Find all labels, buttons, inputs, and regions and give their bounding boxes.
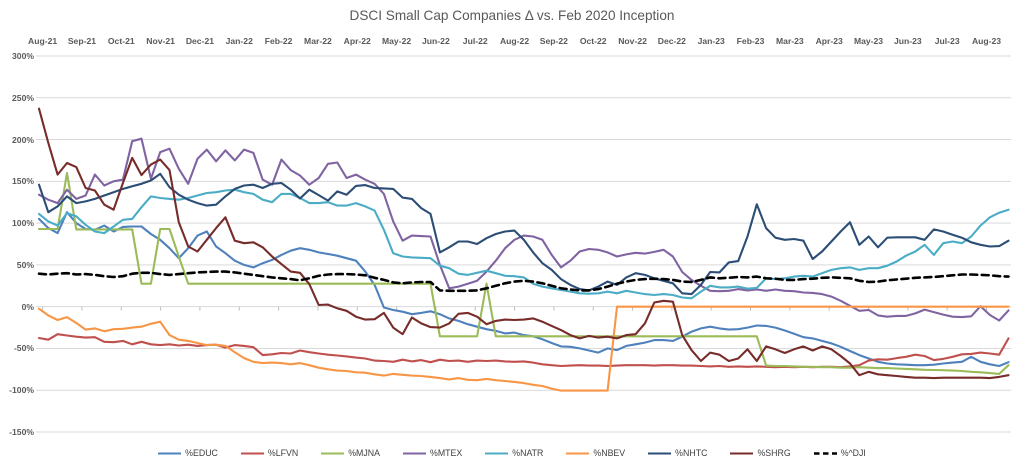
legend-label: %^DJI (840, 448, 866, 458)
x-tick-label-jan-22: Jan-22 (225, 36, 253, 46)
y-tick-label-150: 150% (12, 176, 34, 187)
legend-item-mjna: %MJNA (321, 448, 380, 458)
x-tick-label-sep-21: Sep-21 (67, 36, 97, 46)
x-tick-label-jul-23: Jul-23 (934, 36, 960, 46)
x-tick-label-aug-22: Aug-22 (499, 36, 530, 46)
legend-label: %NHTC (675, 448, 708, 458)
series-line-shrg (37, 107, 1010, 380)
x-tick-label-jul-22: Jul-22 (462, 36, 488, 46)
series-line-nhtc (37, 172, 1010, 296)
legend-marker (813, 451, 837, 455)
legend-item-natr: %NATR (485, 448, 543, 458)
x-tick-label-may-22: May-22 (381, 36, 412, 46)
legend-item-lfvn: %LFVN (240, 448, 299, 458)
x-tick-label-mar-22: Mar-22 (304, 36, 332, 46)
legend-marker (240, 451, 264, 455)
legend-label: %NBEV (593, 448, 626, 458)
y-tick-label-0: 0% (21, 301, 34, 312)
legend-item-nhtc: %NHTC (648, 448, 707, 458)
y-tick-label--150: -150% (9, 427, 34, 437)
x-tick-label-feb-23: Feb-23 (736, 36, 765, 46)
legend-item-educ: %EDUC (158, 448, 218, 458)
legend-marker (403, 451, 426, 455)
legend-label: %EDUC (185, 448, 218, 458)
series-line-mjna (37, 171, 1010, 375)
legend-marker (321, 451, 345, 455)
y-tick-label-250: 250% (12, 92, 34, 103)
x-tick-label-apr-23: Apr-23 (815, 36, 843, 46)
legend-label: %SHRG (757, 448, 791, 458)
legend-label: %LFVN (267, 448, 299, 458)
y-tick-label-50: 50% (16, 259, 34, 270)
y-tick-label-100: 100% (12, 218, 34, 229)
legend-item-shrg: %SHRG (730, 448, 791, 458)
x-tick-label-nov-21: Nov-21 (146, 36, 175, 46)
x-tick-label-feb-22: Feb-22 (264, 36, 293, 46)
x-tick-label-aug-23: Aug-23 (971, 36, 1002, 46)
legend-item-dji: %^DJI (813, 448, 866, 458)
legend-marker (485, 451, 509, 455)
legend-marker (566, 451, 590, 455)
series-line-mtex (37, 137, 1010, 322)
chart-title: DSCI Small Cap Companies Δ vs. Feb 2020 … (349, 8, 675, 23)
legend-label: %MTEX (430, 448, 463, 458)
x-tick-label-apr-22: Apr-22 (343, 36, 371, 46)
series-line-educ (37, 211, 1010, 368)
x-tick-label-nov-22: Nov-22 (618, 36, 647, 46)
x-tick-label-jun-22: Jun-22 (422, 36, 450, 46)
x-tick-label-aug-21: Aug-21 (28, 36, 58, 46)
series-line-natr (37, 188, 1010, 300)
y-tick-label-200: 200% (12, 134, 34, 145)
legend-marker (648, 451, 672, 455)
y-tick-label--100: -100% (9, 385, 34, 396)
x-tick-label-jan-23: Jan-23 (697, 36, 725, 46)
legend-marker (730, 451, 754, 455)
series-line-dji (37, 270, 1010, 293)
x-tick-label-dec-21: Dec-21 (185, 36, 214, 46)
y-tick-label--50: -50% (13, 343, 34, 354)
x-tick-label-oct-21: Oct-21 (107, 36, 135, 46)
legend-marker (158, 451, 182, 455)
x-tick-label-sep-22: Sep-22 (539, 36, 568, 46)
legend-item-nbev: %NBEV (566, 448, 625, 458)
chart-legend: %EDUC %LFVN %MJNA %MTEX %NATR %NBEV %NHTC %SHRG… (0, 448, 1024, 458)
series-line-lfvn (37, 333, 1010, 369)
legend-label: %MJNA (348, 448, 380, 458)
x-tick-label-jun-23: Jun-23 (894, 36, 922, 46)
y-tick-label-300: 300% (12, 51, 34, 61)
x-tick-label-mar-23: Mar-23 (776, 36, 804, 46)
x-tick-label-dec-22: Dec-22 (657, 36, 686, 46)
x-tick-label-oct-22: Oct-22 (579, 36, 607, 46)
x-tick-label-may-23: May-23 (853, 36, 884, 46)
series-line-nbev (37, 305, 1010, 392)
legend-label: %NATR (512, 448, 544, 458)
legend-item-mtex: %MTEX (403, 448, 462, 458)
